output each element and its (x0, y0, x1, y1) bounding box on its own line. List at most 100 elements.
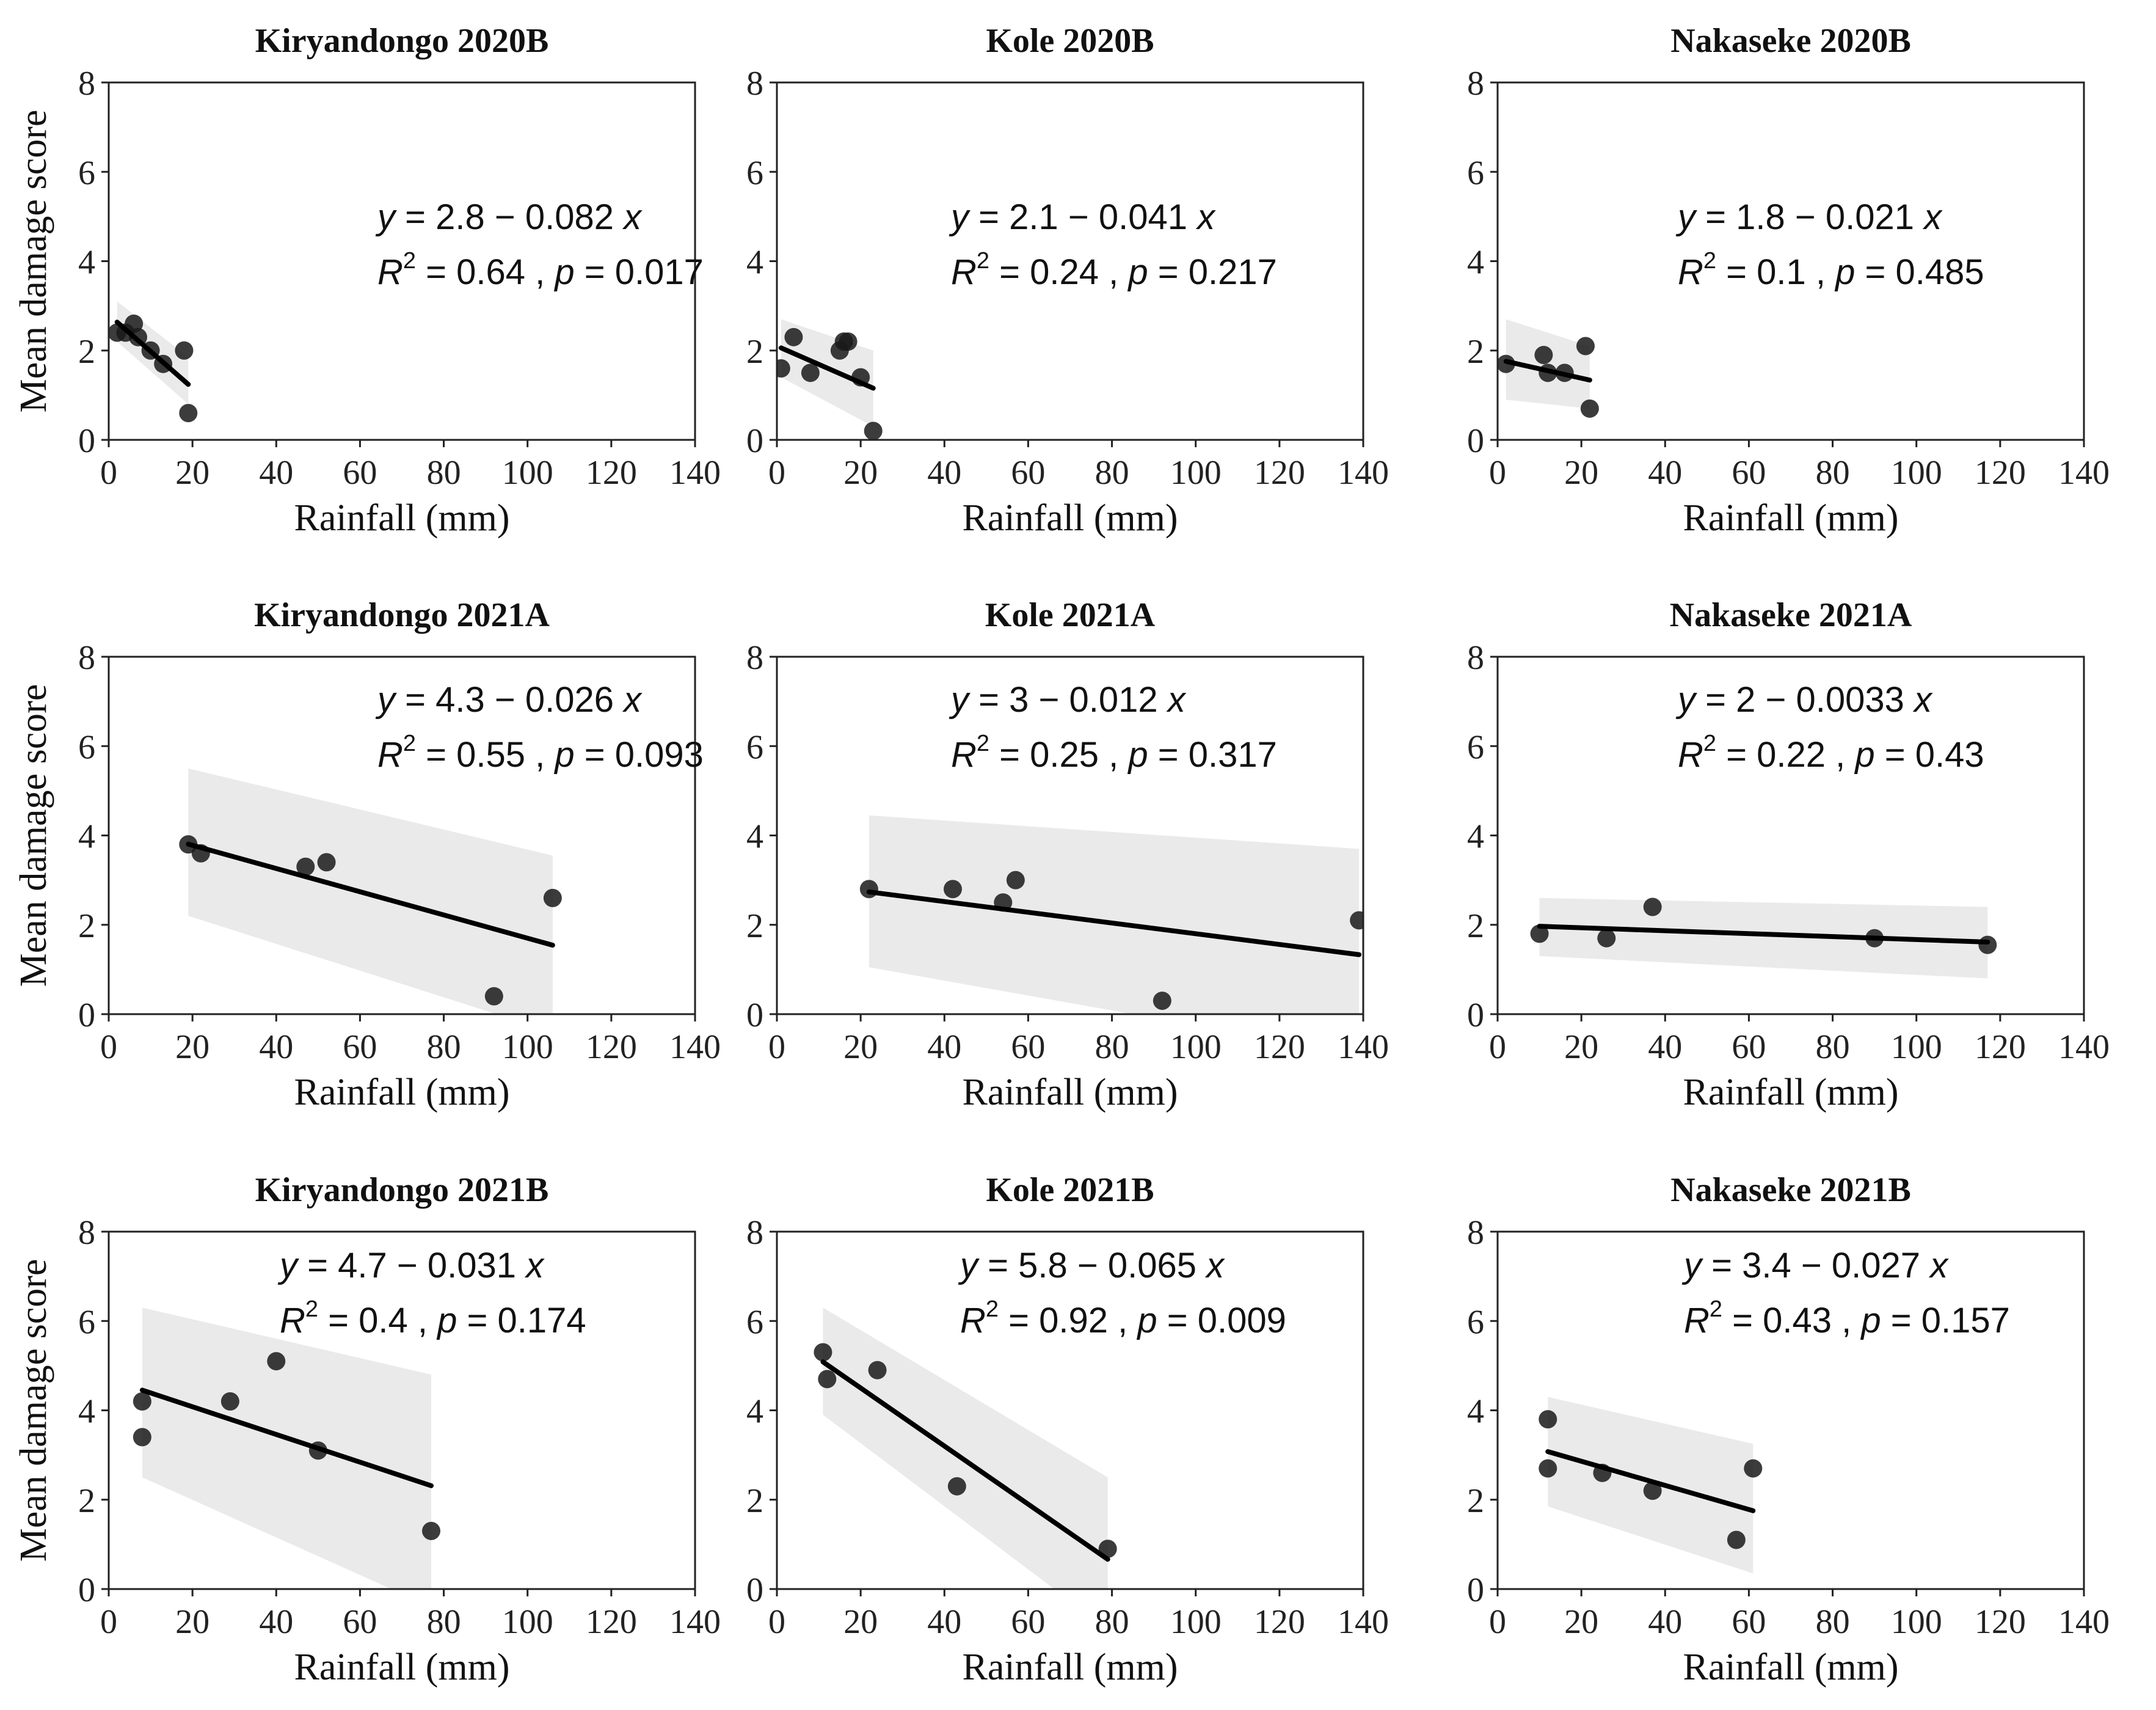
x-tick-label: 40 (1648, 1603, 1682, 1641)
r-squared-value: = 0.43 , (1722, 1301, 1861, 1340)
data-point (1580, 399, 1599, 418)
x-axis-title: Rainfall (mm) (294, 1646, 510, 1688)
regression-equation: y = 3.4 − 0.027 x (1681, 1246, 1949, 1285)
r-squared-value: = 0.55 , (416, 735, 555, 775)
equation-variable: y (375, 197, 397, 237)
data-point (864, 422, 883, 440)
r-squared-symbol: R (377, 735, 403, 775)
x-tick-label: 20 (175, 1603, 209, 1641)
x-tick-label: 100 (502, 1028, 553, 1066)
x-tick-label: 120 (1975, 1603, 2026, 1641)
x-tick-label: 80 (1816, 454, 1850, 492)
y-axis-title: Mean damage score (13, 1259, 54, 1562)
regression-line (820, 1359, 1110, 1562)
data-point (1153, 992, 1171, 1010)
x-tick-label: 60 (1732, 1028, 1766, 1066)
data-point (777, 359, 790, 378)
regression-line (1503, 359, 1592, 383)
equation-variable: x (1922, 197, 1943, 237)
x-tick-label: 0 (768, 1603, 785, 1641)
data-point (179, 404, 198, 423)
equation-variable: y (1675, 680, 1697, 720)
y-tick-label: 8 (1467, 65, 1484, 103)
x-tick-label: 20 (1564, 1603, 1598, 1641)
y-tick-label: 2 (78, 1482, 95, 1520)
panel-title: Nakaseke 2021A (1670, 596, 1912, 634)
p-symbol: p (1127, 252, 1148, 292)
regression-line (866, 889, 1362, 957)
y-tick-label: 0 (1467, 1571, 1484, 1609)
y-tick-label: 4 (1467, 244, 1484, 282)
confidence-band (188, 768, 553, 1014)
equation-variable: y (949, 197, 971, 237)
panel-title: Kole 2021B (986, 1171, 1154, 1209)
x-axis-title: Rainfall (mm) (1683, 497, 1899, 539)
y-tick-label: 8 (746, 1214, 763, 1252)
y-tick-label: 0 (746, 1571, 763, 1609)
y-tick-label: 6 (78, 1303, 95, 1341)
data-point (543, 888, 562, 907)
data-point (1576, 337, 1595, 356)
y-axis-title: Mean damage score (13, 110, 54, 413)
y-tick-label: 2 (78, 907, 95, 945)
p-symbol: p (1834, 252, 1855, 292)
y-tick-label: 8 (1467, 1214, 1484, 1252)
confidence-band (1539, 897, 1988, 979)
x-tick-label: 40 (1648, 454, 1682, 492)
x-tick-label: 20 (843, 454, 878, 492)
r-squared-exponent: 2 (403, 248, 416, 274)
panel-2: Nakaseke 2020B 0 20 40 60 80 100 120 140 0 2 4 6 8 Rai… (1467, 22, 2110, 539)
data-point (944, 880, 962, 899)
r-squared-value: = 0.24 , (989, 252, 1128, 292)
data-point (133, 1392, 151, 1411)
x-tick-label: 20 (175, 1028, 209, 1066)
x-axis-title: Rainfall (mm) (1683, 1072, 1899, 1113)
y-tick-label: 2 (1467, 1482, 1484, 1520)
y-tick-label: 8 (746, 65, 763, 103)
x-tick-label: 100 (502, 1603, 553, 1641)
y-tick-label: 2 (746, 1482, 763, 1520)
panel-title: Kiryandongo 2021B (255, 1171, 549, 1209)
equation-coefficients: = 2.1 − 0.041 (969, 197, 1197, 237)
p-value: = 0.317 (1148, 735, 1277, 775)
x-tick-label: 120 (1975, 1028, 2026, 1066)
r-squared-value: = 0.92 , (999, 1301, 1137, 1340)
data-point (1597, 929, 1616, 948)
r-squared-symbol: R (960, 1301, 986, 1340)
x-tick-label: 140 (2058, 1603, 2110, 1641)
x-tick-label: 120 (1254, 1603, 1305, 1641)
data-point (1978, 935, 1997, 954)
panel-title: Kole 2020B (986, 22, 1154, 60)
regression-line (186, 841, 555, 948)
r-squared-symbol: R (951, 252, 977, 292)
x-tick-label: 60 (1732, 1603, 1766, 1641)
y-tick-label: 2 (78, 333, 95, 371)
r-squared-value: = 0.1 , (1716, 252, 1835, 292)
y-tick-label: 4 (78, 1393, 95, 1431)
x-tick-label: 80 (427, 1028, 461, 1066)
r-squared-symbol: R (377, 252, 403, 292)
x-tick-label: 120 (586, 1028, 637, 1066)
r-squared-value: = 0.22 , (1716, 735, 1855, 775)
x-tick-label: 120 (586, 454, 637, 492)
y-tick-label: 4 (1467, 818, 1484, 856)
y-tick-label: 4 (1467, 1393, 1484, 1431)
regression-stats: R2 = 0.64 , p = 0.017 (377, 248, 704, 292)
r-squared-exponent: 2 (305, 1296, 318, 1322)
data-point (801, 364, 820, 382)
x-tick-label: 140 (669, 1603, 721, 1641)
regression-equation: y = 2.1 − 0.041 x (949, 197, 1216, 237)
equation-variable: x (622, 197, 643, 237)
data-point (1727, 1530, 1746, 1549)
panel-8: Nakaseke 2021B 0 20 40 60 80 100 120 140 0 2 4 6 8 Rai… (1467, 1171, 2110, 1688)
equation-coefficients: = 4.3 − 0.026 (395, 680, 624, 720)
x-tick-label: 100 (1170, 1028, 1222, 1066)
x-tick-label: 20 (1564, 1028, 1598, 1066)
x-tick-label: 60 (1011, 454, 1045, 492)
x-tick-label: 60 (1011, 1028, 1045, 1066)
x-axis-title: Rainfall (mm) (963, 497, 1178, 539)
data-point (1530, 924, 1549, 943)
x-tick-label: 60 (1011, 1603, 1045, 1641)
x-tick-label: 0 (1489, 1603, 1506, 1641)
data-point (818, 1370, 837, 1389)
